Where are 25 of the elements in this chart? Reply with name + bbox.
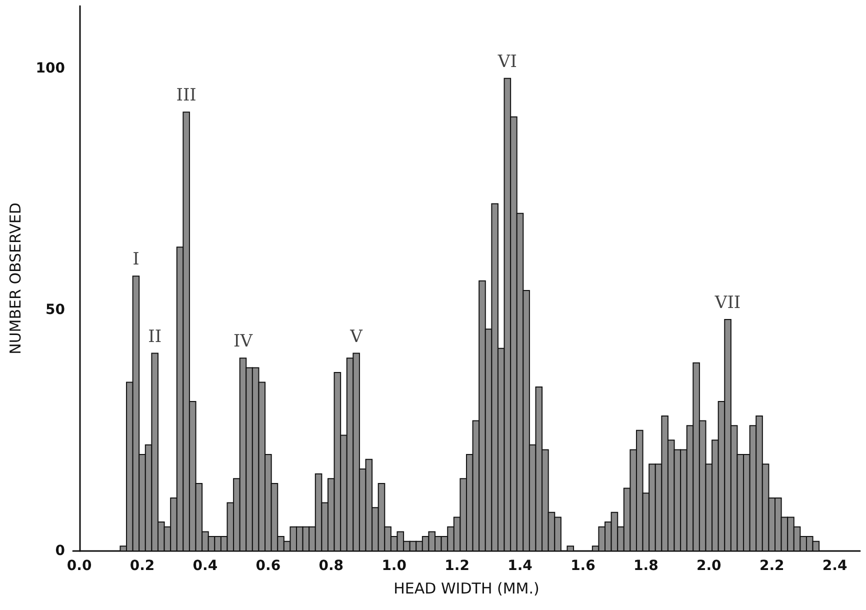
annotation: IV — [233, 332, 254, 352]
x-tick-label: 1.4 — [508, 558, 533, 574]
x-tick-label: 0.4 — [192, 558, 218, 574]
y-tick-label: 0 — [55, 543, 66, 559]
annotation: VII — [714, 292, 741, 313]
y-tick-label: 50 — [46, 302, 66, 318]
annotation: V — [349, 326, 364, 347]
x-tick-label: 0.0 — [66, 558, 92, 574]
x-tick-label: 1.6 — [570, 558, 596, 574]
annotation: VI — [496, 52, 517, 72]
x-tick-label: 0.6 — [256, 558, 281, 574]
annotation: II — [148, 326, 162, 347]
annotation: III — [176, 86, 196, 106]
x-axis-title: HEAD WIDTH (MM.) — [394, 580, 540, 598]
x-tick-label: 0.2 — [130, 558, 155, 574]
x-tick-label: 2.0 — [696, 558, 722, 574]
x-tick-label: 1.2 — [444, 558, 470, 574]
x-tick-label: 0.8 — [318, 558, 344, 574]
x-tick-label: 1.8 — [634, 558, 658, 574]
x-tick-label: 2.2 — [759, 558, 784, 574]
annotation: I — [132, 250, 140, 270]
y-tick-label: 100 — [36, 60, 66, 77]
x-tick-label: 1.0 — [382, 558, 407, 574]
y-axis-title: NUMBER OBSERVED — [6, 202, 24, 354]
x-tick-label: 2.4 — [822, 558, 848, 574]
